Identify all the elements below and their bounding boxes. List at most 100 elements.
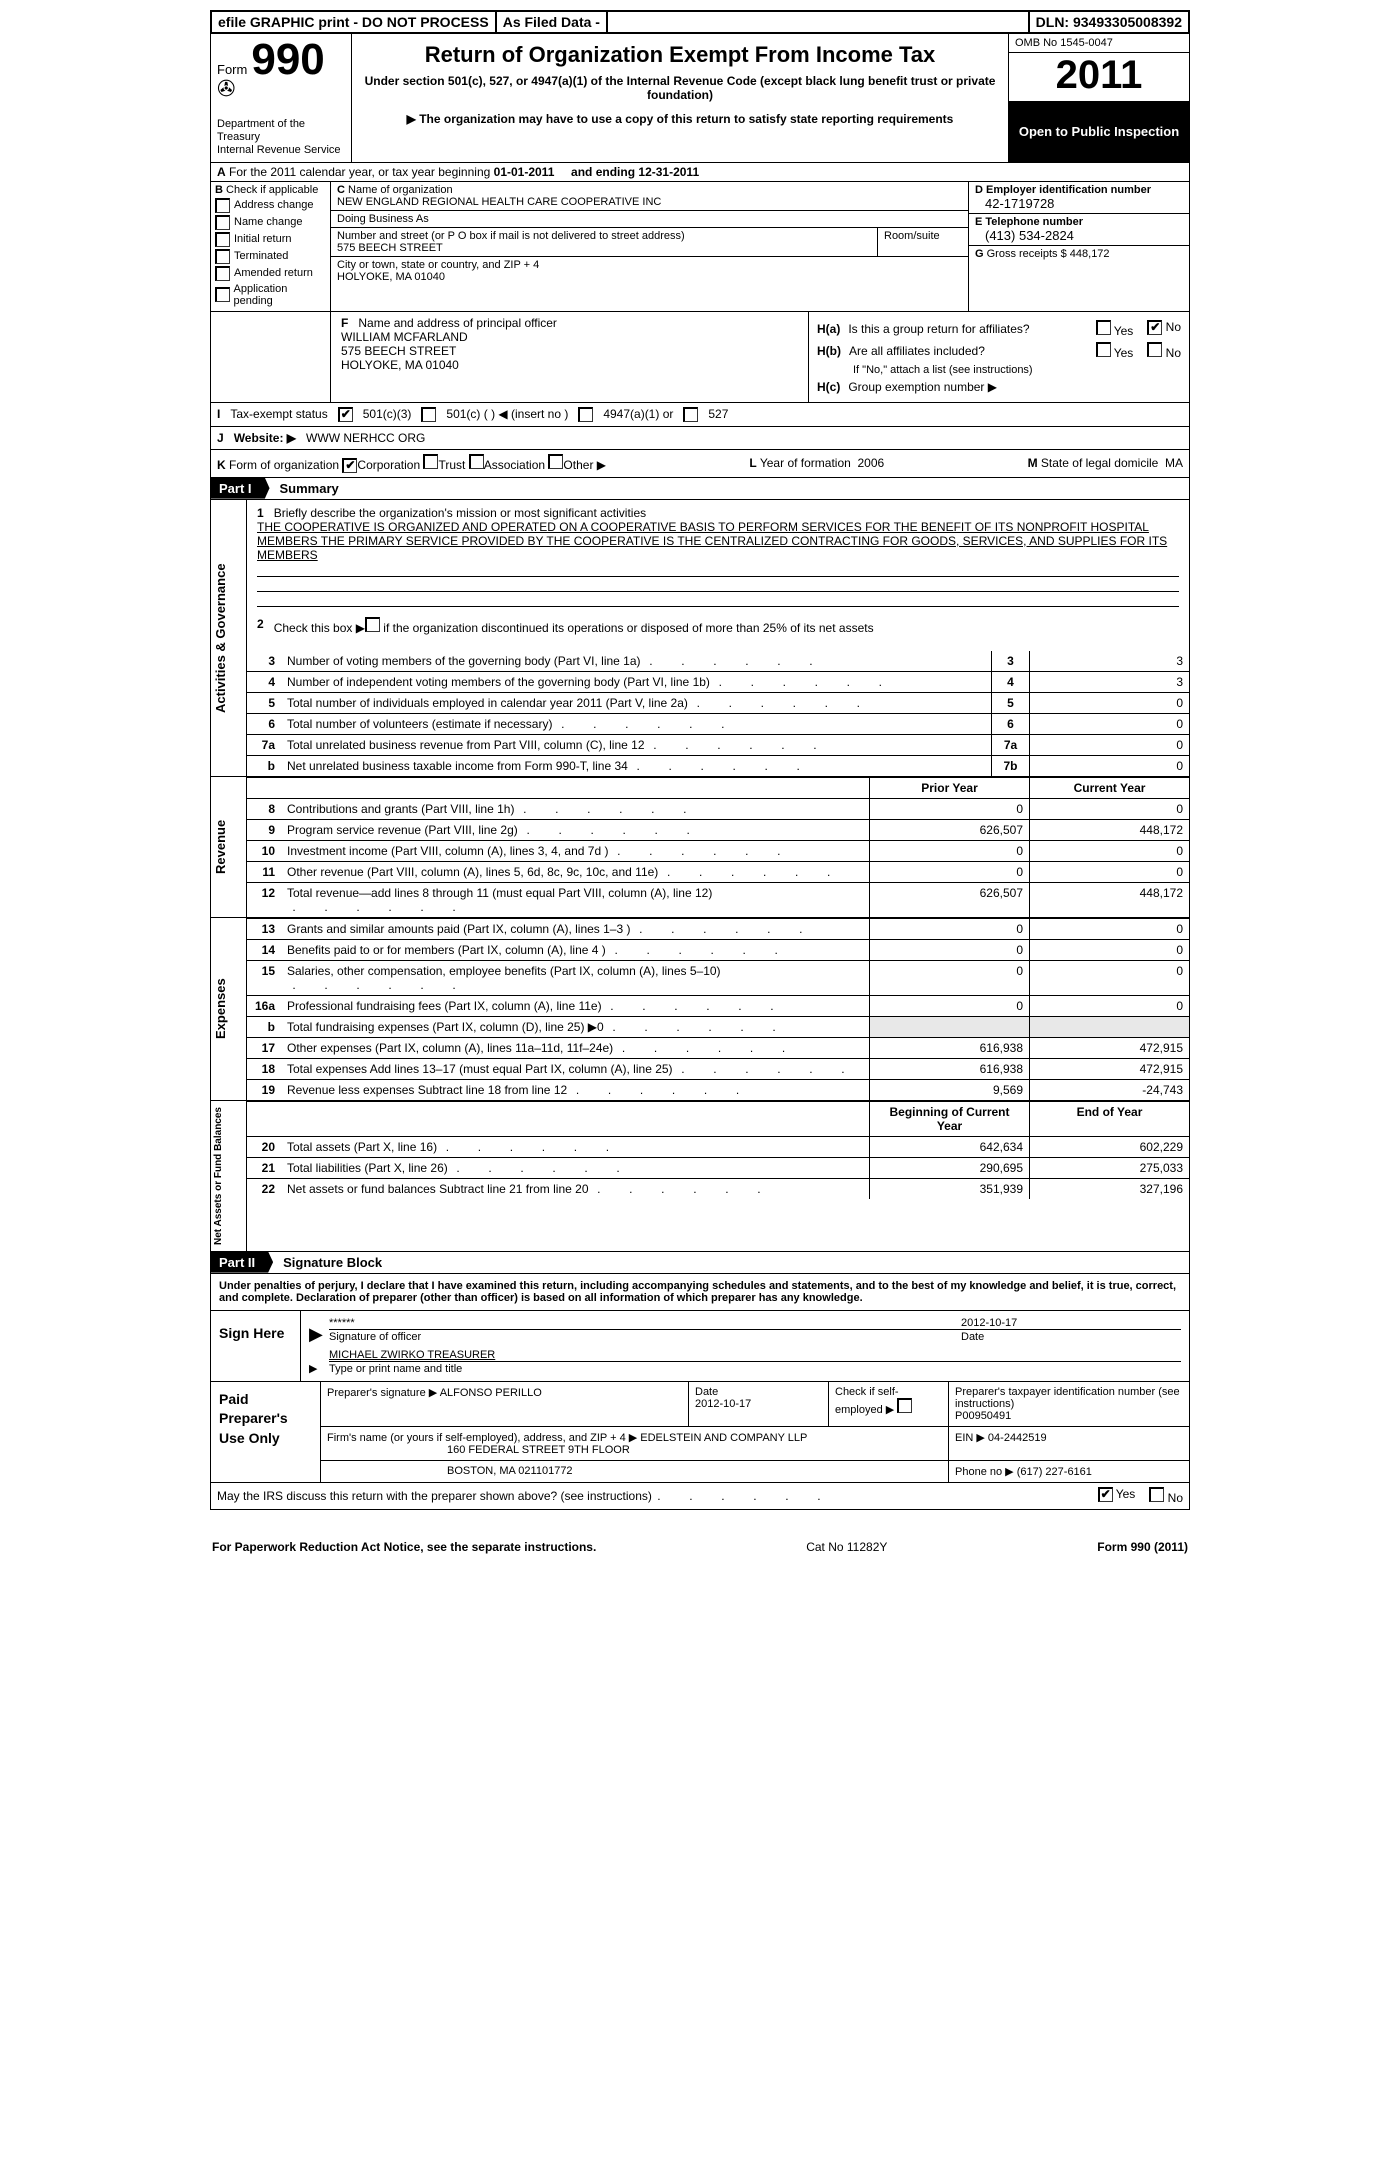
data-line: 15Salaries, other compensation, employee… (247, 960, 1189, 995)
page-footer: For Paperwork Reduction Act Notice, see … (210, 1510, 1190, 1554)
chk-self-employed[interactable] (897, 1398, 912, 1413)
line-num: b (247, 1017, 281, 1037)
line-text: Total number of individuals employed in … (281, 693, 991, 713)
checkbox-app-pending[interactable] (215, 287, 230, 302)
data-line: 11Other revenue (Part VIII, column (A), … (247, 861, 1189, 882)
current-val: 472,915 (1029, 1038, 1189, 1058)
footer-left: For Paperwork Reduction Act Notice, see … (212, 1540, 596, 1554)
part-2-title: Signature Block (273, 1252, 392, 1273)
line-num: 5 (247, 693, 281, 713)
hb-text: Are all affiliates included? (849, 344, 985, 358)
chk-501c[interactable] (421, 407, 436, 422)
chk-discontinued[interactable] (365, 617, 380, 632)
row-i-tax-status: I Tax-exempt status 501(c)(3) 501(c) ( )… (210, 403, 1190, 427)
discuss-no-checkbox[interactable] (1149, 1487, 1164, 1502)
city-label: City or town, state or country, and ZIP … (337, 259, 539, 271)
line-text: Number of voting members of the governin… (281, 651, 991, 671)
data-line: 22Net assets or fund balances Subtract l… (247, 1178, 1189, 1199)
line-box: 7b (991, 756, 1029, 776)
d-label: D Employer identification number (975, 184, 1151, 196)
dba-label: Doing Business As (337, 213, 429, 225)
line-text: Program service revenue (Part VIII, line… (281, 820, 869, 840)
chk-4947[interactable] (578, 407, 593, 422)
paid-preparer-label: Paid Preparer's Use Only (211, 1382, 321, 1482)
header-center: Return of Organization Exempt From Incom… (351, 34, 1009, 162)
prior-val: 0 (869, 841, 1029, 861)
line-num: 16a (247, 996, 281, 1016)
line-text: Total revenue—add lines 8 through 11 (mu… (281, 883, 869, 917)
street-label: Number and street (or P O box if mail is… (337, 230, 685, 242)
officer-typed-name: MICHAEL ZWIRKO TREASURER (329, 1349, 1181, 1361)
current-val: 0 (1029, 799, 1189, 819)
net-header: Beginning of Current Year End of Year (247, 1101, 1189, 1136)
line-num: 13 (247, 919, 281, 939)
hb-no-checkbox[interactable] (1147, 342, 1162, 357)
line-box: 7a (991, 735, 1029, 755)
phone-value: (413) 534-2824 (975, 228, 1183, 243)
line1-text: Briefly describe the organization's miss… (274, 506, 646, 520)
ha-no-checkbox[interactable] (1147, 320, 1162, 335)
l-val: 2006 (857, 456, 884, 470)
checkbox-terminated[interactable] (215, 249, 230, 264)
hb-yes-checkbox[interactable] (1096, 342, 1111, 357)
form-note: ▶ The organization may have to use a cop… (362, 112, 998, 126)
line-num: 14 (247, 940, 281, 960)
prior-val: 642,634 (869, 1137, 1029, 1157)
line-num: 9 (247, 820, 281, 840)
current-val: 0 (1029, 841, 1189, 861)
data-line: 14Benefits paid to or for members (Part … (247, 939, 1189, 960)
chk-501c3[interactable] (338, 407, 353, 422)
chk-other[interactable] (548, 454, 563, 469)
current-val: 0 (1029, 919, 1189, 939)
current-val: 327,196 (1029, 1179, 1189, 1199)
efile-label: efile GRAPHIC print - DO NOT PROCESS (212, 12, 497, 32)
data-line: 12Total revenue—add lines 8 through 11 (… (247, 882, 1189, 917)
line-box: 6 (991, 714, 1029, 734)
checkbox-amended[interactable] (215, 266, 230, 281)
line-num: 15 (247, 961, 281, 995)
checkbox-initial-return[interactable] (215, 232, 230, 247)
data-line: 8Contributions and grants (Part VIII, li… (247, 798, 1189, 819)
topbar-filler (608, 12, 1030, 32)
gov-line: 4Number of independent voting members of… (247, 671, 1189, 692)
data-line: 19Revenue less expenses Subtract line 18… (247, 1079, 1189, 1100)
chk-assoc[interactable] (469, 454, 484, 469)
self-emp-label: Check if self-employed ▶ (835, 1386, 899, 1416)
dln-label: DLN: (1036, 14, 1069, 30)
discuss-text: May the IRS discuss this return with the… (217, 1489, 652, 1503)
part-1-tag: Part I (211, 478, 270, 499)
m-text: State of legal domicile (1041, 456, 1158, 470)
arrow-icon: ▶ (309, 1325, 329, 1343)
prior-val: 616,938 (869, 1038, 1029, 1058)
line-val: 3 (1029, 651, 1189, 671)
line-num: b (247, 756, 281, 776)
f-officer: F Name and address of principal officer … (331, 312, 809, 402)
col-c: C Name of organization NEW ENGLAND REGIO… (331, 182, 969, 311)
ptin-label: Preparer's taxpayer identification numbe… (955, 1386, 1180, 1410)
prior-val: 9,569 (869, 1080, 1029, 1100)
discuss-yes-checkbox[interactable] (1098, 1487, 1113, 1502)
begin-year-head: Beginning of Current Year (869, 1102, 1029, 1136)
line-val: 3 (1029, 672, 1189, 692)
firm-addr2: BOSTON, MA 021101772 (321, 1461, 949, 1482)
prep-date-label: Date (695, 1386, 718, 1398)
checkbox-address-change[interactable] (215, 198, 230, 213)
line-box: 4 (991, 672, 1029, 692)
chk-527[interactable] (683, 407, 698, 422)
checkbox-name-change[interactable] (215, 215, 230, 230)
data-line: 16aProfessional fundraising fees (Part I… (247, 995, 1189, 1016)
line-num: 20 (247, 1137, 281, 1157)
header-right: OMB No 1545-0047 2011 Open to Public Ins… (1009, 34, 1189, 162)
line-text: Total expenses Add lines 13–17 (must equ… (281, 1059, 869, 1079)
ein-value: 42-1719728 (975, 196, 1183, 211)
data-line: 18Total expenses Add lines 13–17 (must e… (247, 1058, 1189, 1079)
line-text: Professional fundraising fees (Part IX, … (281, 996, 869, 1016)
chk-trust[interactable] (423, 454, 438, 469)
chk-corp[interactable] (342, 458, 357, 473)
chk-label: Address change (234, 199, 314, 211)
omb-number: OMB No 1545-0047 (1009, 34, 1189, 53)
ha-yes-checkbox[interactable] (1096, 320, 1111, 335)
mission-rule (257, 577, 1179, 592)
prior-val: 0 (869, 940, 1029, 960)
row-a-text2: and ending (571, 165, 635, 179)
